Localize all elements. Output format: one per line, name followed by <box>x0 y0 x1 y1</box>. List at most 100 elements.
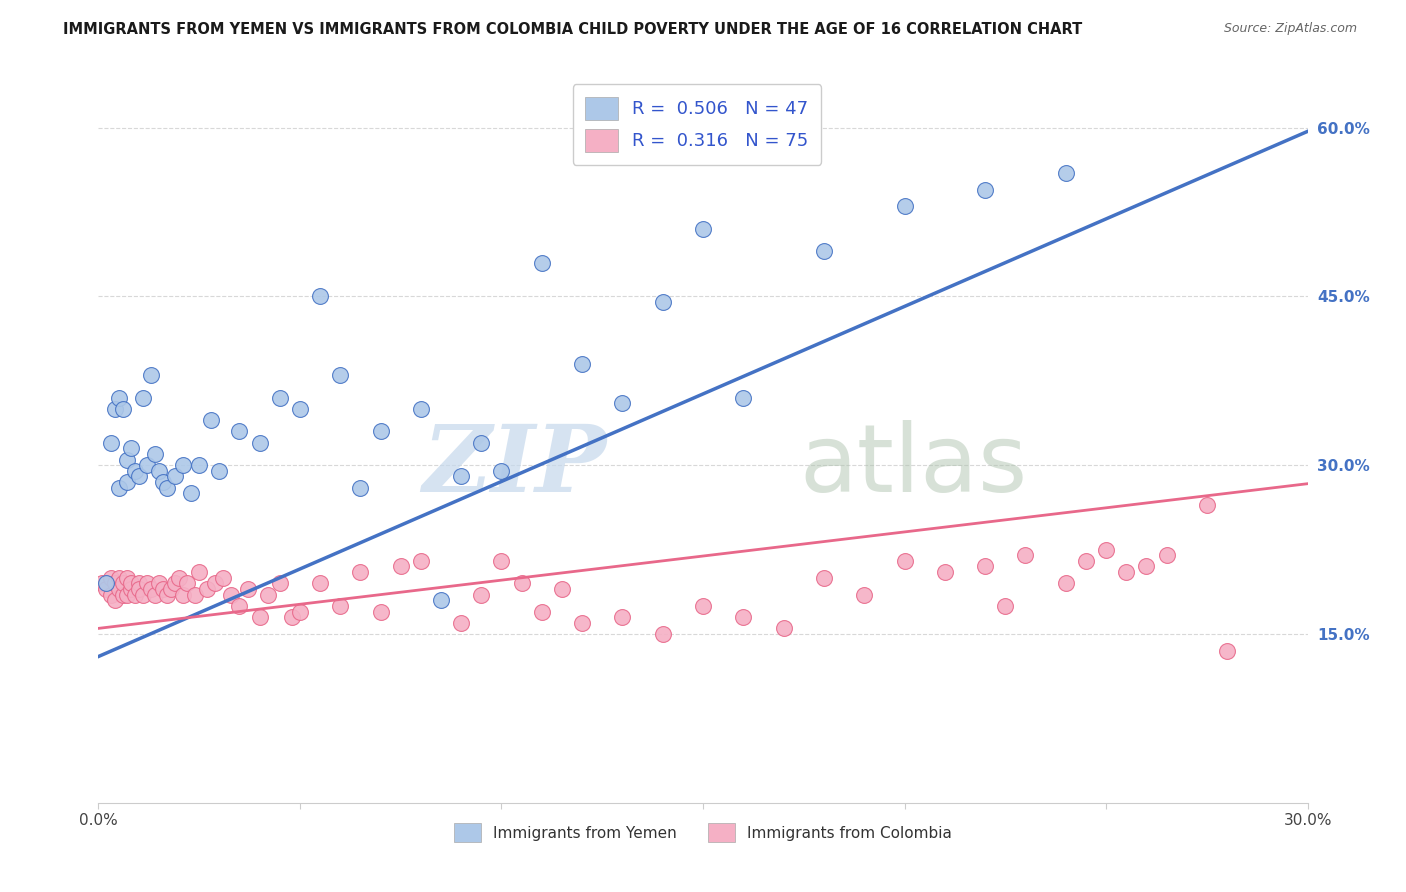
Point <box>1054 576 1077 591</box>
Point <box>288 401 311 416</box>
Text: IMMIGRANTS FROM YEMEN VS IMMIGRANTS FROM COLOMBIA CHILD POVERTY UNDER THE AGE OF: IMMIGRANTS FROM YEMEN VS IMMIGRANTS FROM… <box>63 22 1083 37</box>
Point <box>733 391 755 405</box>
Point <box>172 458 194 473</box>
Point <box>156 588 179 602</box>
Point <box>1115 565 1137 579</box>
Point <box>148 464 170 478</box>
Point <box>96 582 118 596</box>
Text: ZIP: ZIP <box>422 421 606 511</box>
Point <box>813 571 835 585</box>
Point <box>370 605 392 619</box>
Point <box>208 464 231 478</box>
Point <box>132 588 155 602</box>
Point <box>1195 498 1218 512</box>
Point <box>228 425 250 439</box>
Point <box>893 554 915 568</box>
Point <box>329 368 352 383</box>
Point <box>143 447 166 461</box>
Point <box>188 458 211 473</box>
Point <box>156 481 179 495</box>
Point <box>91 576 114 591</box>
Point <box>450 469 472 483</box>
Point <box>491 464 513 478</box>
Point <box>571 615 593 630</box>
Point <box>772 621 794 635</box>
Point <box>329 599 352 613</box>
Point <box>733 610 755 624</box>
Point <box>269 576 291 591</box>
Point <box>128 469 150 483</box>
Point <box>692 599 714 613</box>
Point <box>188 565 211 579</box>
Text: Source: ZipAtlas.com: Source: ZipAtlas.com <box>1223 22 1357 36</box>
Point <box>167 571 190 585</box>
Point <box>1156 548 1178 562</box>
Point <box>135 458 157 473</box>
Point <box>612 396 634 410</box>
Point <box>107 582 129 596</box>
Point <box>349 565 371 579</box>
Point <box>256 588 278 602</box>
Point <box>100 588 122 602</box>
Point <box>128 576 150 591</box>
Point <box>470 588 492 602</box>
Point <box>1054 166 1077 180</box>
Point <box>1014 548 1036 562</box>
Point <box>571 357 593 371</box>
Point <box>115 571 138 585</box>
Point <box>813 244 835 259</box>
Point <box>184 588 207 602</box>
Point <box>934 565 956 579</box>
Point <box>152 582 174 596</box>
Point <box>176 576 198 591</box>
Point <box>510 576 533 591</box>
Point <box>1135 559 1157 574</box>
Point <box>893 199 915 213</box>
Point <box>115 588 138 602</box>
Point <box>124 588 146 602</box>
Point <box>612 610 634 624</box>
Point <box>111 401 134 416</box>
Point <box>107 391 129 405</box>
Point <box>195 582 218 596</box>
Point <box>228 599 250 613</box>
Point <box>269 391 291 405</box>
Point <box>430 593 453 607</box>
Point <box>309 576 332 591</box>
Point <box>309 289 332 303</box>
Point <box>994 599 1017 613</box>
Point <box>974 182 997 196</box>
Point <box>853 588 876 602</box>
Point <box>651 295 673 310</box>
Point <box>204 576 226 591</box>
Point <box>103 593 125 607</box>
Point <box>132 391 155 405</box>
Point <box>111 588 134 602</box>
Point <box>370 425 392 439</box>
Point <box>163 469 186 483</box>
Point <box>148 576 170 591</box>
Point <box>409 554 432 568</box>
Point <box>172 588 194 602</box>
Point <box>120 576 142 591</box>
Point <box>115 475 138 489</box>
Point <box>128 582 150 596</box>
Point <box>139 368 162 383</box>
Point <box>221 588 243 602</box>
Point <box>974 559 997 574</box>
Point <box>530 255 553 269</box>
Point <box>100 571 122 585</box>
Point <box>124 464 146 478</box>
Point <box>111 576 134 591</box>
Point <box>249 610 271 624</box>
Point <box>281 610 304 624</box>
Point <box>120 582 142 596</box>
Point <box>107 481 129 495</box>
Point <box>103 401 125 416</box>
Point <box>143 588 166 602</box>
Point <box>389 559 412 574</box>
Point <box>200 413 222 427</box>
Legend: Immigrants from Yemen, Immigrants from Colombia: Immigrants from Yemen, Immigrants from C… <box>446 815 960 850</box>
Point <box>288 605 311 619</box>
Point <box>107 571 129 585</box>
